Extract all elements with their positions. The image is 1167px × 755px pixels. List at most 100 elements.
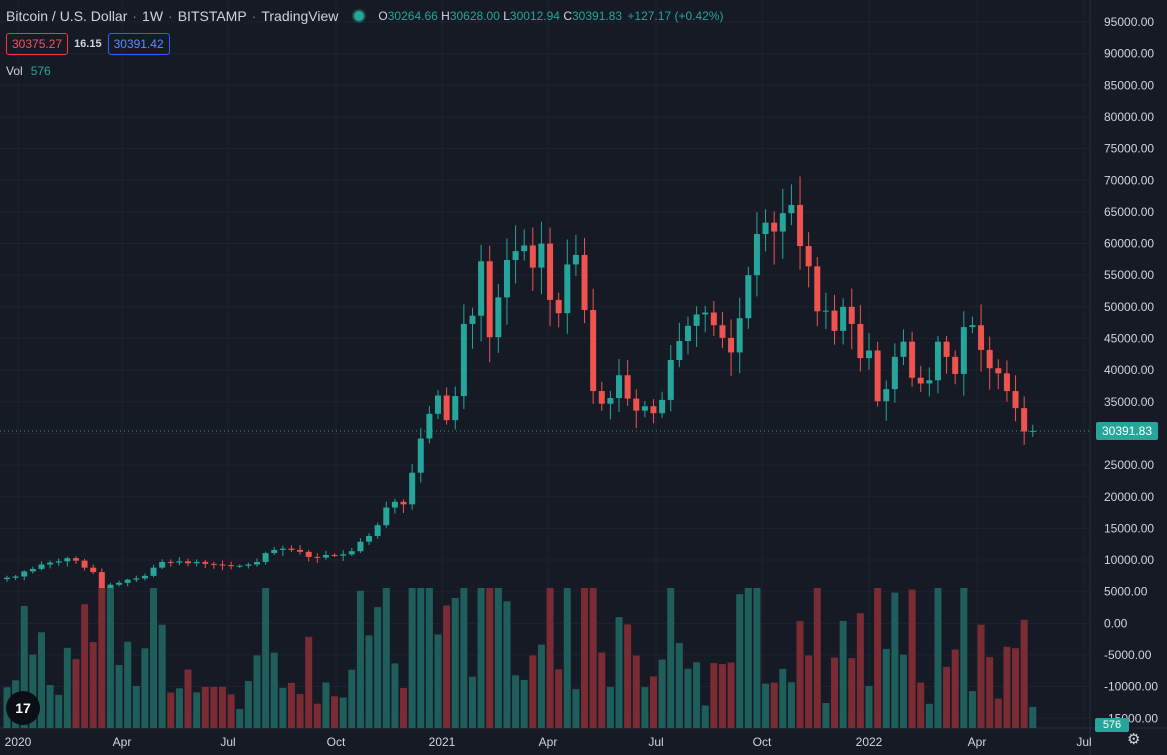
candle-body	[72, 558, 79, 561]
time-tick-label: Apr	[968, 735, 987, 749]
volume-bar	[150, 588, 158, 728]
eye-icon[interactable]	[352, 9, 367, 23]
volume-bar	[72, 659, 80, 728]
candle-body	[383, 507, 390, 526]
tradingview-logo[interactable]: 17	[6, 691, 40, 725]
volume-bar	[227, 694, 235, 728]
high-label: H	[441, 9, 450, 23]
price-tick-label: 75000.00	[1104, 142, 1154, 156]
volume-bar	[55, 694, 63, 728]
volume-bar	[1029, 706, 1037, 728]
volume-bar	[684, 668, 692, 728]
price-tick-label: 5000.00	[1104, 585, 1148, 599]
candle-body	[581, 254, 588, 311]
candle-body	[219, 564, 226, 566]
price-tick-label: 90000.00	[1104, 47, 1154, 61]
candle-body	[4, 577, 10, 580]
candle-body	[848, 306, 855, 324]
candle-body	[650, 406, 657, 414]
time-tick-label: 2021	[429, 735, 456, 749]
volume-bar	[46, 685, 54, 728]
candle-body	[460, 323, 467, 397]
candle-body	[710, 312, 717, 326]
volume-bar	[1020, 619, 1028, 728]
price-tick-label: 10000.00	[1104, 553, 1154, 567]
candle-body	[728, 337, 735, 353]
candle-body	[538, 243, 545, 268]
symbol-legend[interactable]: Bitcoin / U.S. Dollar · 1W · BITSTAMP · …	[6, 6, 723, 26]
candle-body	[555, 299, 562, 314]
candle-body	[141, 575, 148, 579]
volume-bar	[348, 669, 356, 728]
buy-button[interactable]: 30391.42	[107, 33, 170, 55]
volume-bar	[787, 682, 795, 728]
candle-body	[340, 554, 347, 556]
volume-bar	[831, 657, 839, 728]
volume-bar	[917, 682, 925, 728]
change-value: +127.17 (+0.42%)	[627, 9, 724, 23]
candle-body	[805, 246, 812, 267]
candle-body	[917, 377, 924, 384]
volume-bar	[641, 687, 649, 728]
volume-bar	[624, 624, 632, 728]
candle-body	[210, 563, 217, 565]
candle-body	[822, 310, 829, 312]
volume-bar	[951, 649, 959, 728]
candle-body	[159, 561, 166, 568]
volume-bar	[158, 624, 166, 728]
volume-bar	[891, 592, 899, 728]
interval-label[interactable]: 1W	[142, 8, 164, 24]
price-tick-label: 80000.00	[1104, 110, 1154, 124]
candle-body	[331, 554, 338, 556]
volume-bar	[391, 663, 399, 728]
candle-body	[969, 325, 976, 328]
price-tick-label: 40000.00	[1104, 363, 1154, 377]
candle-body	[297, 549, 304, 552]
close-value: 30391.83	[572, 9, 623, 23]
candle-body	[193, 561, 200, 564]
candle-body	[934, 341, 941, 381]
volume-bar	[460, 588, 468, 728]
candle-body	[684, 325, 691, 342]
candle-body	[245, 564, 252, 566]
volume-bar	[727, 662, 735, 728]
candle-body	[753, 234, 760, 276]
volume-bar	[520, 679, 528, 728]
trade-buttons: 30375.27 16.15 30391.42	[6, 33, 170, 55]
candle-body	[995, 368, 1002, 374]
time-tick-label: 2022	[856, 735, 883, 749]
volume-bar	[279, 687, 287, 728]
candle-body	[21, 571, 28, 577]
candle-body	[124, 579, 131, 583]
volume-bar	[943, 666, 951, 728]
symbol-title[interactable]: Bitcoin / U.S. Dollar	[6, 8, 128, 24]
volume-bar	[718, 664, 726, 728]
volume-bar	[331, 696, 339, 728]
candle-body	[840, 306, 847, 331]
volume-legend[interactable]: Vol 576	[6, 64, 51, 78]
candle-body	[366, 535, 373, 542]
candle-body	[616, 375, 623, 399]
candle-body	[719, 325, 726, 338]
volume-bar	[486, 588, 494, 728]
volume-bar	[63, 647, 71, 728]
close-label: C	[563, 9, 572, 23]
candle-body	[547, 243, 554, 300]
candle-body	[133, 578, 140, 580]
volume-bar	[219, 686, 226, 728]
candle-body	[176, 561, 183, 563]
gear-icon[interactable]: ⚙	[1127, 731, 1141, 748]
sell-button[interactable]: 30375.27	[6, 33, 69, 55]
volume-bar	[98, 588, 106, 728]
volume-bar	[253, 655, 261, 728]
candle-body	[564, 264, 571, 314]
price-tick-label: -5000.00	[1104, 648, 1152, 662]
separator-dot: ·	[168, 8, 173, 24]
volume-bar	[744, 588, 752, 728]
candle-body	[185, 561, 192, 564]
volume-bar	[882, 648, 890, 728]
candle-body	[409, 472, 416, 505]
volume-bar	[37, 632, 45, 728]
volume-bar	[899, 654, 907, 728]
